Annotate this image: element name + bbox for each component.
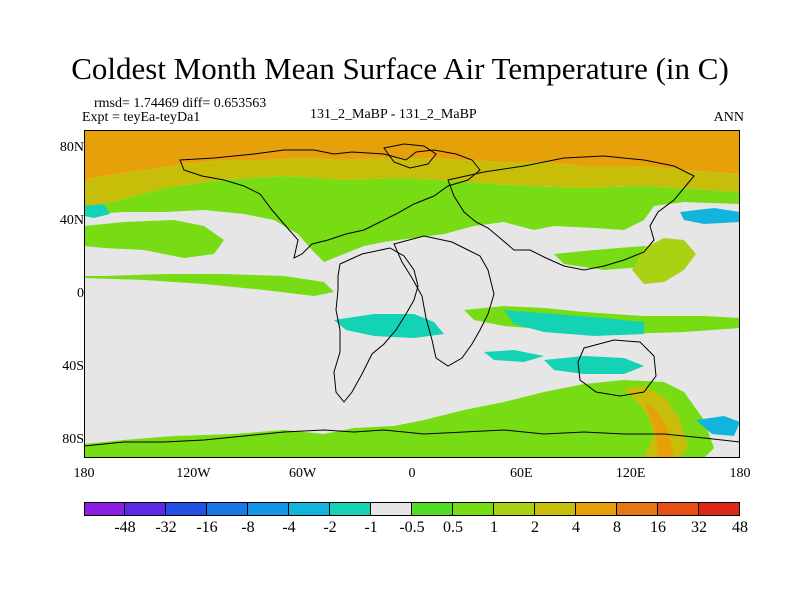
colorbar-swatch xyxy=(248,502,289,516)
field-eastpac-green-band xyxy=(84,274,334,296)
colorbar-swatch xyxy=(535,502,576,516)
colorbar-label: 4 xyxy=(572,519,580,536)
colorbar-swatch xyxy=(84,502,125,516)
coastline-antarctica xyxy=(84,429,740,447)
x-tick-label: 0 xyxy=(408,466,416,481)
colorbar-swatch xyxy=(330,502,371,516)
colorbar-label: -16 xyxy=(196,519,218,536)
x-tick-label: 120W xyxy=(176,466,211,481)
field-eastasia-green xyxy=(632,238,696,284)
colorbar-label: -48 xyxy=(114,519,136,536)
x-tick-label: 180 xyxy=(729,466,751,481)
colorbar-label: 0.5 xyxy=(443,519,463,536)
x-tick-label: 120E xyxy=(615,466,646,481)
colorbar-label: -0.5 xyxy=(399,519,425,536)
colorbar-label: -32 xyxy=(155,519,177,536)
field-south-green xyxy=(84,380,714,458)
colorbar-swatch xyxy=(371,502,412,516)
field-south-orange xyxy=(644,402,674,458)
coastline-eurasia xyxy=(447,155,695,271)
coastline-north-america xyxy=(179,149,481,259)
colorbar-label: 8 xyxy=(613,519,621,536)
colorbar-swatch xyxy=(617,502,658,516)
colorbar-label: -4 xyxy=(282,519,296,536)
colorbar-label: -1 xyxy=(364,519,378,536)
field-north-green xyxy=(84,176,740,262)
y-tick-label: 40S xyxy=(62,358,84,374)
season-label: ANN xyxy=(713,110,744,125)
period-label: 131_2_MaBP - 131_2_MaBP xyxy=(310,107,477,122)
colorbar-swatch xyxy=(166,502,207,516)
colorbar-swatch xyxy=(699,502,740,516)
field-cyan-antarctic xyxy=(696,416,740,436)
y-tick-label: 0 xyxy=(77,286,84,301)
colorbar-label: 48 xyxy=(732,519,748,536)
coastline-south-america xyxy=(333,247,419,403)
coastline-group xyxy=(84,143,740,447)
colorbar-label: 16 xyxy=(650,519,666,536)
field-cyan-northpac xyxy=(680,208,740,224)
map-title: Coldest Month Mean Surface Air Temperatu… xyxy=(71,51,729,86)
field-arctic-yellow-band xyxy=(84,158,740,208)
x-tick-label: 60W xyxy=(289,466,317,481)
coastline-greenland xyxy=(383,143,437,169)
colorbar-label: 32 xyxy=(691,519,707,536)
colorbar-swatch xyxy=(412,502,453,516)
colorbar-label: 2 xyxy=(531,519,539,536)
field-cyan-south-pacific xyxy=(544,356,644,374)
experiment-label: Expt = teyEa-teyDa1 xyxy=(82,110,201,125)
field-cyan-northatl xyxy=(84,204,110,218)
colorbar-label: -2 xyxy=(323,519,337,536)
colorbar-swatch xyxy=(658,502,699,516)
field-cyan-south-indian xyxy=(484,350,544,362)
colorbar-label: 1 xyxy=(490,519,498,536)
rmsd-diff-label: rmsd= 1.74469 diff= 0.653563 xyxy=(94,96,267,111)
colorbar-swatch xyxy=(576,502,617,516)
field-pacific-green-tongue xyxy=(84,220,224,258)
coastline-australia xyxy=(577,339,657,397)
x-tick-label: 60E xyxy=(510,466,533,481)
colorbar-swatch xyxy=(494,502,535,516)
field-cyan-indian xyxy=(504,310,644,336)
colorbar-swatch xyxy=(125,502,166,516)
coastline-africa xyxy=(393,235,495,367)
colorbar-swatch xyxy=(207,502,248,516)
colorbar-label: -8 xyxy=(241,519,255,536)
field-cyan-atlantic xyxy=(334,314,444,338)
x-tick-label: 180 xyxy=(73,466,95,481)
colorbar-swatch xyxy=(289,502,330,516)
y-tick-label: 80S xyxy=(62,431,84,447)
map-plot-area xyxy=(84,130,740,458)
colorbar xyxy=(84,502,740,516)
field-map xyxy=(84,130,740,458)
y-tick-label: 40N xyxy=(59,213,84,229)
colorbar-swatch xyxy=(453,502,494,516)
y-tick-label: 80N xyxy=(59,140,84,156)
